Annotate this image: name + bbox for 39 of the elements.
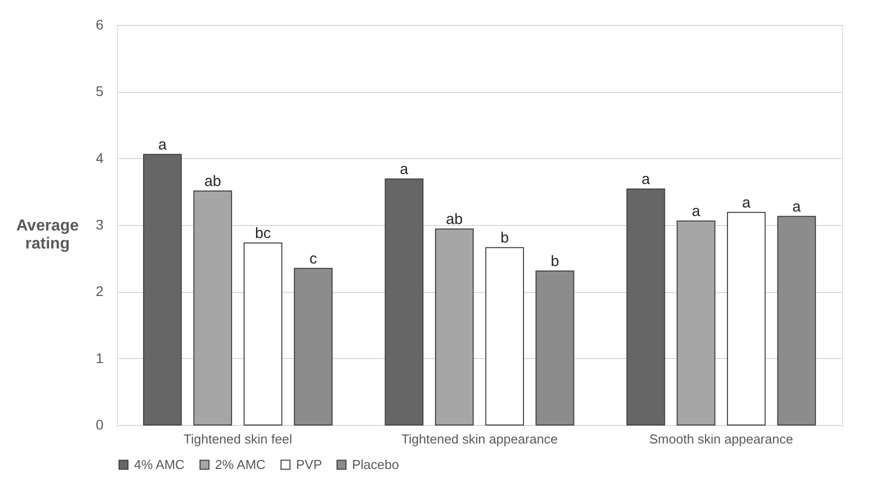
data-label: a xyxy=(642,171,651,188)
x-tick-label: Tightened skin feel xyxy=(184,432,292,446)
data-label: bc xyxy=(255,225,272,242)
data-label: ab xyxy=(204,173,222,190)
y-tick-label: 3 xyxy=(96,216,104,232)
data-label: b xyxy=(550,253,560,270)
y-axis-title: Average rating xyxy=(16,218,79,252)
y-tick-label: 1 xyxy=(96,350,104,366)
bar xyxy=(143,154,182,426)
data-label: a xyxy=(742,194,752,212)
y-tick-label: 2 xyxy=(96,283,104,300)
data-label: a xyxy=(400,161,409,178)
bar xyxy=(435,228,474,426)
bar xyxy=(294,268,333,426)
bar xyxy=(626,188,666,426)
bar xyxy=(193,190,232,426)
y-tick-label: 0 xyxy=(96,416,104,432)
y-tick-label: 6 xyxy=(96,16,104,32)
bar xyxy=(485,247,524,426)
bar xyxy=(676,220,716,426)
bar xyxy=(726,212,766,426)
x-tick-label: Tightened skin appearance xyxy=(401,432,558,446)
data-label: a xyxy=(792,198,802,216)
x-tick-label: Smooth skin appearance xyxy=(649,432,794,446)
legend-label: Placebo xyxy=(352,456,399,472)
data-label: a xyxy=(692,203,701,220)
bar xyxy=(536,270,574,426)
legend-label: PVP xyxy=(296,456,322,472)
data-label: c xyxy=(309,250,318,268)
data-label: ab xyxy=(446,211,463,228)
y-tick-label: 4 xyxy=(96,150,104,166)
bar xyxy=(777,216,816,426)
y-tick-label: 5 xyxy=(96,83,104,100)
data-label: b xyxy=(500,230,509,247)
bar xyxy=(244,242,282,426)
data-label: a xyxy=(158,136,168,154)
bar xyxy=(384,178,424,426)
legend-label: 2% AMC xyxy=(215,456,266,472)
legend-label: 4% AMC xyxy=(134,456,185,472)
